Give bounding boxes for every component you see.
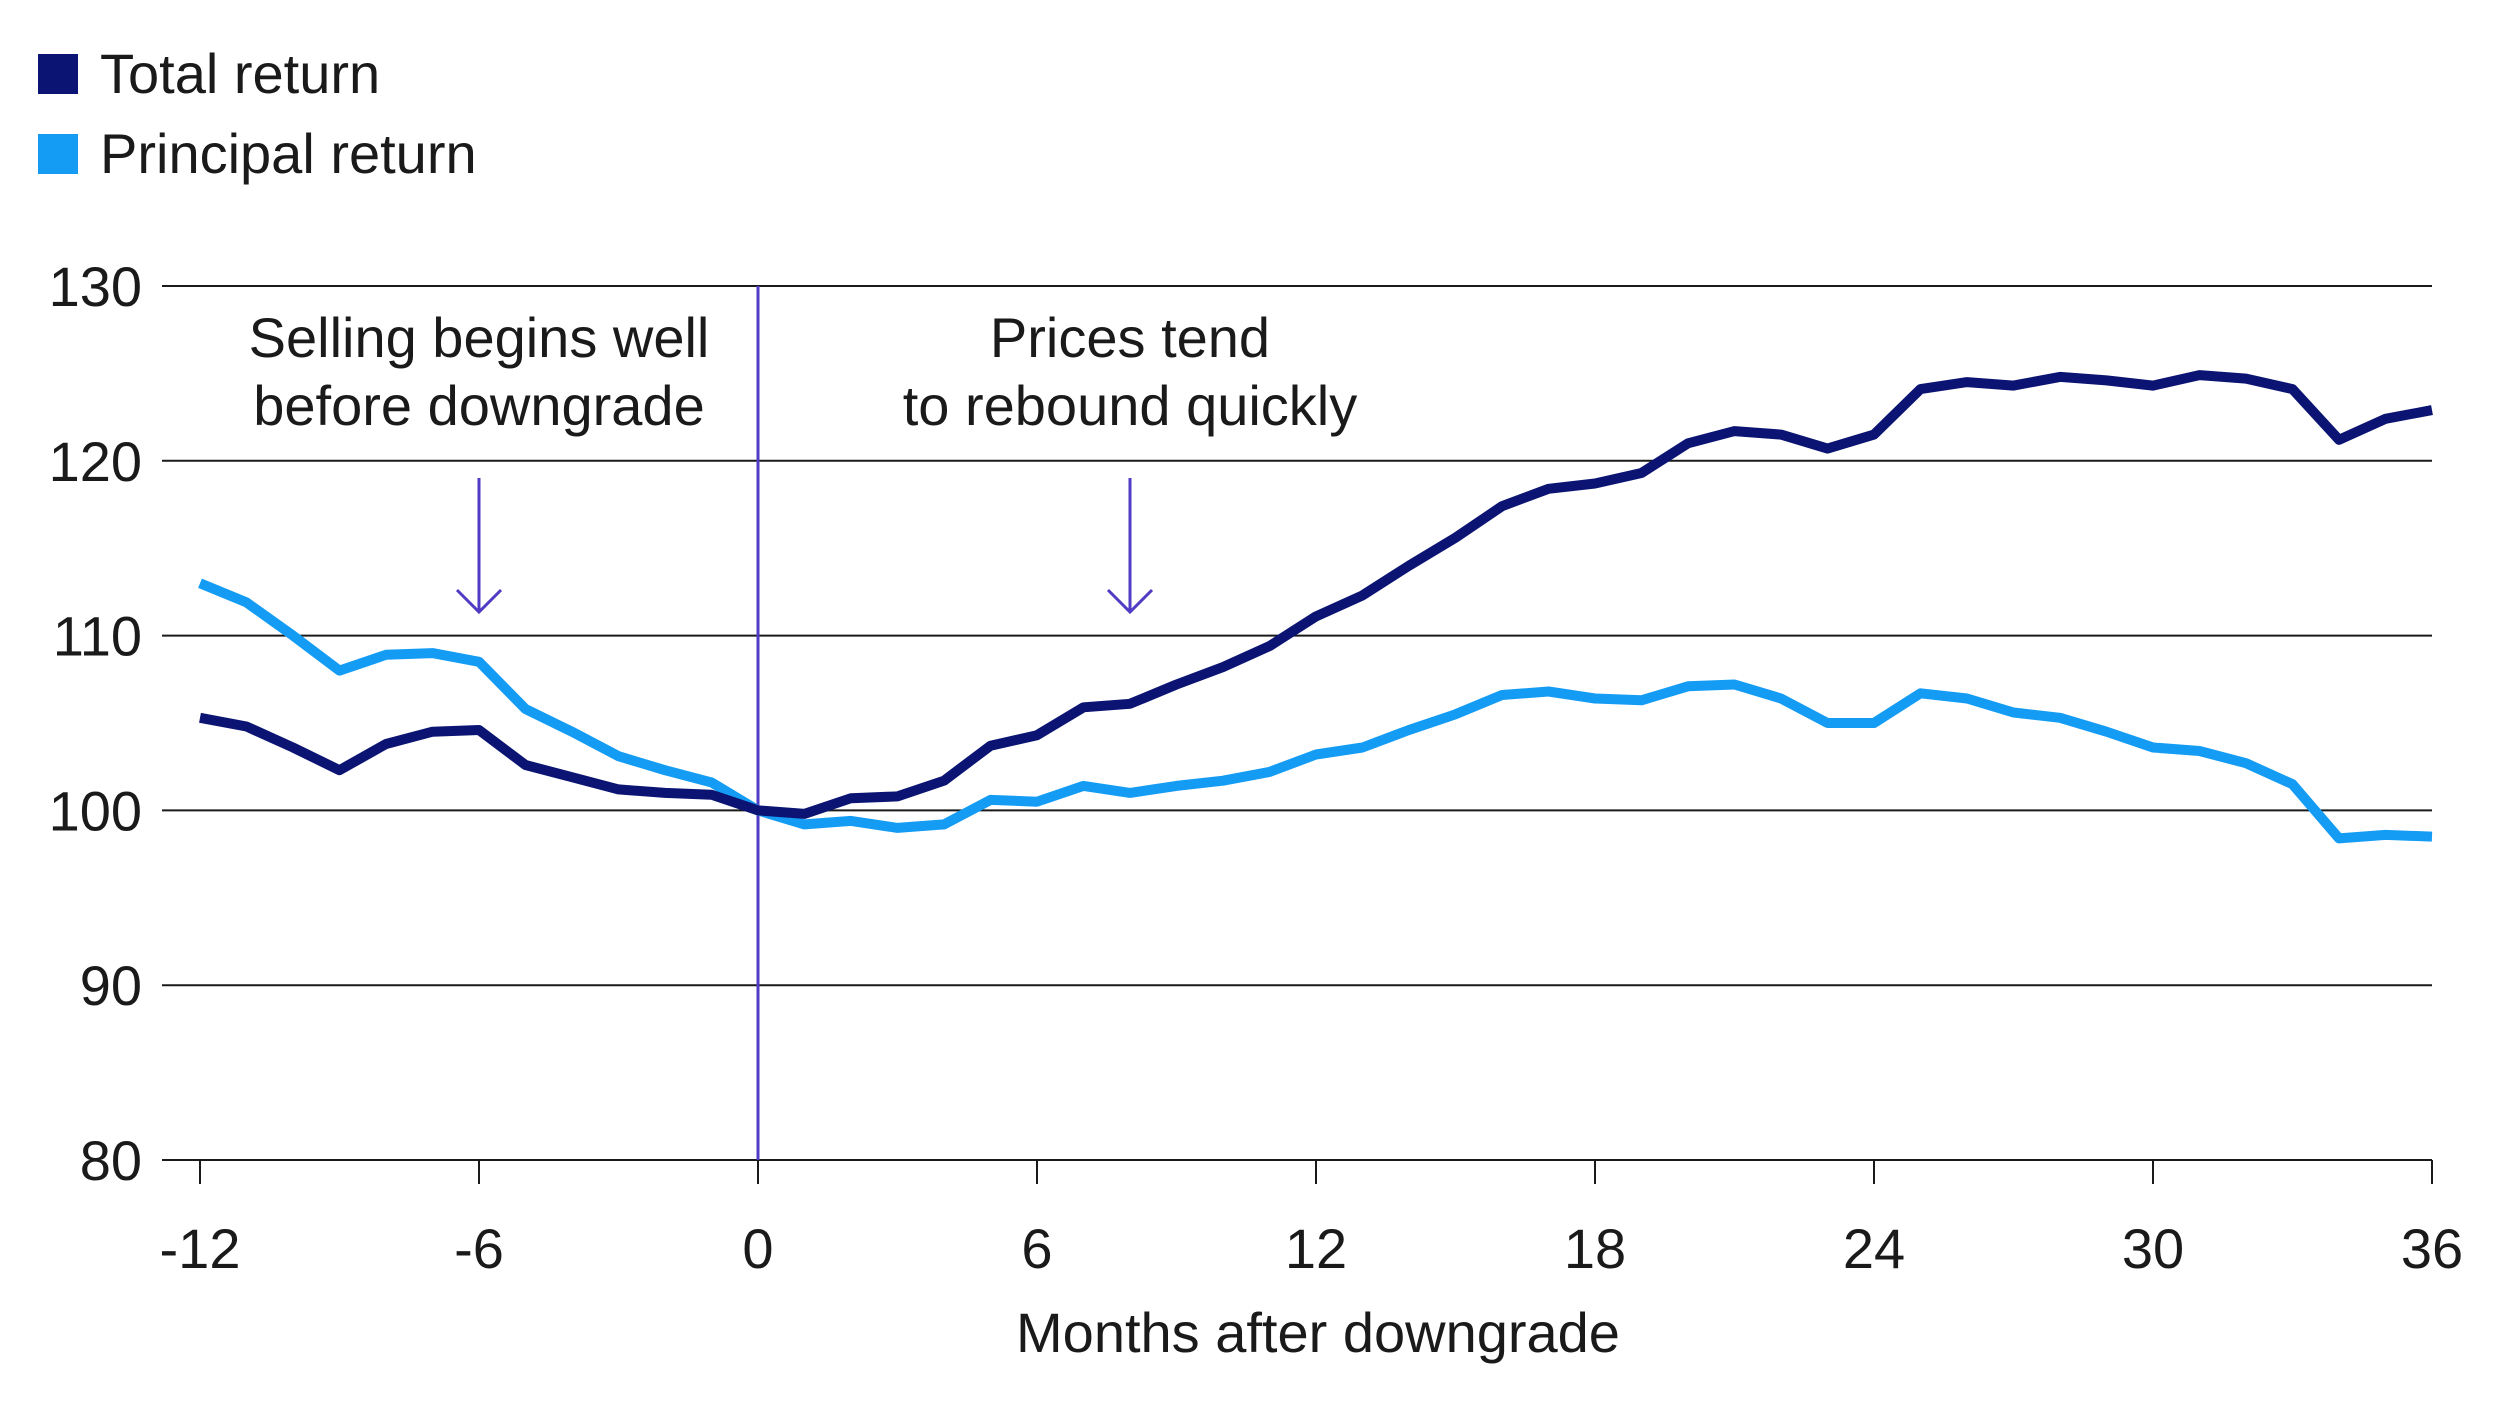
x-tick-label: 6: [1021, 1217, 1052, 1280]
x-tick-label: -12: [160, 1217, 241, 1280]
legend-item-total-return: Total return: [38, 34, 477, 114]
x-axis: -12 -6 0 6 12 18 24 30 36: [160, 1160, 2463, 1280]
x-tick-label: 36: [2401, 1217, 2463, 1280]
legend-swatch-principal-return: [38, 134, 78, 174]
legend-swatch-total-return: [38, 54, 78, 94]
y-axis: 80 90 100 110 120 130: [49, 255, 142, 1192]
x-axis-label: Months after downgrade: [1016, 1301, 1620, 1364]
x-tick-label: 18: [1564, 1217, 1626, 1280]
annotation-arrowhead-icon: [1106, 588, 1154, 615]
x-tick-label: 30: [2122, 1217, 2184, 1280]
x-tick-label: 24: [1843, 1217, 1905, 1280]
chart-legend: Total return Principal return: [38, 34, 477, 194]
annotation-rebound-line: to rebound quickly: [903, 374, 1358, 437]
x-tick-label: 0: [742, 1217, 773, 1280]
annotation-rebound-line: Prices tend: [990, 306, 1270, 369]
series-lines: [198, 370, 2433, 844]
annotation-arrowhead-icon: [455, 588, 503, 615]
y-tick-label: 80: [80, 1129, 142, 1192]
y-tick-label: 110: [53, 605, 142, 668]
x-tick-label: 12: [1285, 1217, 1347, 1280]
series-line-principal-return: [198, 578, 2433, 844]
x-tick-label: -6: [454, 1217, 504, 1280]
y-tick-label: 120: [49, 430, 142, 493]
annotation-selling-line: Selling begins well: [249, 306, 710, 369]
y-tick-label: 130: [49, 255, 142, 318]
grid-lines: [162, 285, 2432, 1161]
annotation-selling-line: before downgrade: [253, 374, 704, 437]
legend-item-principal-return: Principal return: [38, 114, 477, 194]
y-tick-label: 90: [80, 954, 142, 1017]
legend-label-principal-return: Principal return: [100, 122, 477, 185]
series-line-total-return: [199, 370, 2433, 819]
y-tick-label: 100: [49, 779, 142, 842]
legend-label-total-return: Total return: [100, 42, 381, 105]
